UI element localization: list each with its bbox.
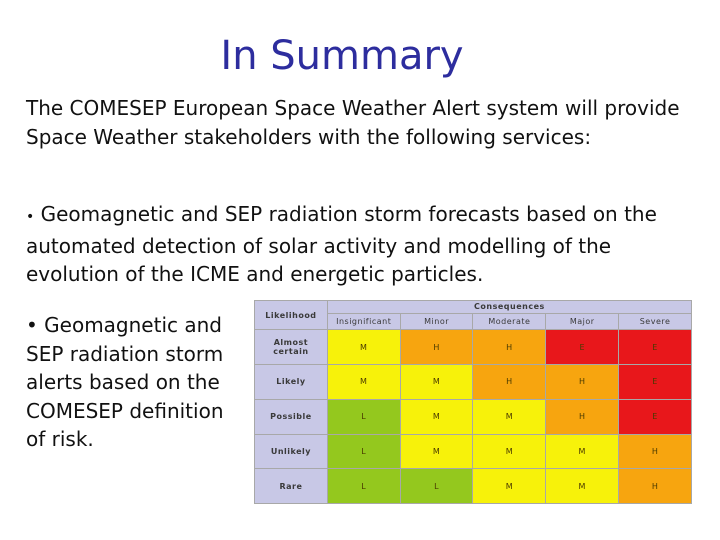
column-header: Minor	[399, 312, 474, 331]
likelihood-header: Likelihood	[254, 299, 328, 331]
risk-cell: E	[618, 398, 692, 435]
column-header: Moderate	[472, 312, 547, 331]
bullet-forecasts: • Geomagnetic and SEP radiation storm fo…	[26, 200, 696, 289]
row-header: Rare	[254, 468, 328, 504]
row-header: Possible	[254, 398, 328, 435]
risk-cell: M	[545, 468, 620, 504]
risk-cell: H	[545, 364, 620, 400]
bullet-forecasts-text: Geomagnetic and SEP radiation storm fore…	[26, 202, 657, 286]
risk-cell: M	[399, 398, 474, 435]
risk-cell: H	[618, 468, 692, 504]
risk-cell: M	[399, 433, 474, 470]
column-header: Severe	[618, 312, 692, 331]
column-header: Major	[545, 312, 620, 331]
risk-cell: H	[472, 329, 547, 366]
table-row: Likely M M H H E	[254, 364, 692, 400]
risk-cell: M	[326, 364, 401, 400]
column-header: Insignificant	[326, 312, 401, 331]
slide-title: In Summary	[220, 33, 464, 79]
risk-cell: H	[618, 433, 692, 470]
table-row: Unlikely L M M M H	[254, 433, 692, 470]
risk-cell: E	[545, 329, 620, 366]
risk-cell: M	[545, 433, 620, 470]
row-header: Almost certain	[254, 329, 328, 366]
risk-cell: H	[399, 329, 474, 366]
table-row: Possible L M M H E	[254, 398, 692, 435]
intro-paragraph: The COMESEP European Space Weather Alert…	[26, 96, 680, 149]
risk-cell: H	[472, 364, 547, 400]
risk-cell: L	[326, 398, 401, 435]
bullet-alerts-text: Geomagnetic and SEP radiation storm aler…	[26, 313, 224, 451]
risk-cell: M	[326, 329, 401, 366]
risk-cell: E	[618, 364, 692, 400]
consequences-header: Consequences	[326, 300, 693, 314]
risk-cell: E	[618, 329, 692, 366]
risk-cell: M	[472, 433, 547, 470]
risk-matrix: Likelihood Consequences Insignificant Mi…	[254, 299, 693, 504]
table-row: Almost certain M H H E E	[254, 329, 692, 366]
bullet-alerts: • Geomagnetic and SEP radiation storm al…	[26, 311, 236, 454]
risk-cell: M	[472, 398, 547, 435]
row-header: Unlikely	[254, 433, 328, 470]
row-header: Likely	[254, 364, 328, 400]
risk-cell: L	[326, 468, 401, 504]
risk-cell: L	[399, 468, 474, 504]
table-row: Rare L L M M H	[254, 468, 692, 504]
risk-cell: L	[326, 433, 401, 470]
risk-cell: H	[545, 398, 620, 435]
risk-cell: M	[399, 364, 474, 400]
bullet-dot: •	[26, 209, 35, 225]
risk-cell: M	[472, 468, 547, 504]
bullet-dot: •	[26, 313, 38, 337]
